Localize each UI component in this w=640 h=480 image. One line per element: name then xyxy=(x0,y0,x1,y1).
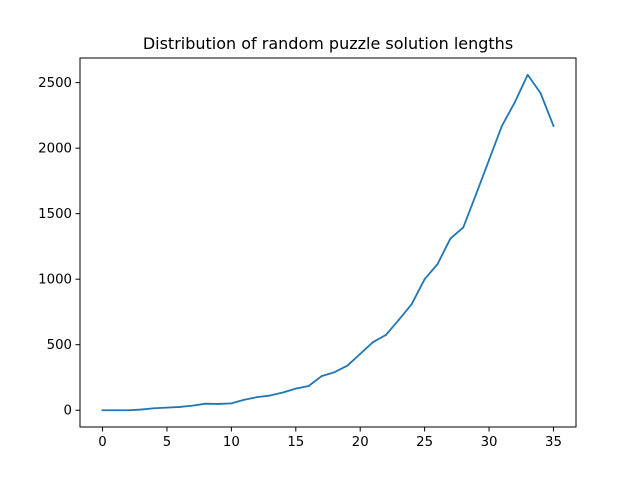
x-tick-label: 15 xyxy=(287,435,304,450)
data-point xyxy=(423,278,426,281)
data-point xyxy=(526,73,529,76)
x-tick-label: 0 xyxy=(98,435,106,450)
data-point xyxy=(552,124,555,127)
axes-frame xyxy=(79,57,577,428)
x-axis: 0 5 10 15 20 25 30 35 xyxy=(98,427,562,450)
y-tick-label: 1500 xyxy=(38,207,72,222)
x-tick-label: 35 xyxy=(545,435,562,450)
x-tick-label: 10 xyxy=(223,435,240,450)
data-point xyxy=(346,364,349,367)
data-point xyxy=(385,333,387,336)
data-point xyxy=(294,387,297,390)
data-point xyxy=(282,391,284,394)
data-point xyxy=(230,402,233,405)
data-point xyxy=(333,371,336,374)
x-tick-label: 25 xyxy=(416,435,433,450)
data-point xyxy=(153,407,155,410)
data-point xyxy=(372,341,374,343)
data-point xyxy=(191,404,194,407)
data-point xyxy=(204,402,207,405)
data-point xyxy=(127,409,130,412)
data-point xyxy=(449,237,452,240)
data-point xyxy=(513,101,516,104)
chart-title: Distribution of random puzzle solution l… xyxy=(143,34,513,53)
data-point xyxy=(307,385,310,387)
data-point xyxy=(178,406,181,408)
data-point xyxy=(114,409,117,412)
y-tick-label: 2000 xyxy=(38,142,72,157)
data-point xyxy=(359,352,362,355)
data-point xyxy=(539,92,542,95)
data-point xyxy=(166,406,168,409)
series-line xyxy=(101,73,555,412)
data-point xyxy=(462,226,465,229)
data-point xyxy=(256,396,259,399)
data-point xyxy=(217,403,220,405)
data-point xyxy=(140,408,143,411)
y-tick-label: 500 xyxy=(47,338,72,353)
data-point xyxy=(488,159,490,161)
plot-area xyxy=(101,73,555,412)
data-point xyxy=(501,124,503,127)
data-point xyxy=(397,318,400,321)
y-tick-label: 2500 xyxy=(38,76,72,91)
x-tick-label: 30 xyxy=(481,435,498,450)
data-point xyxy=(410,303,413,305)
data-point xyxy=(101,409,104,412)
data-point xyxy=(243,398,246,401)
y-axis: 0 500 1000 1500 2000 2500 xyxy=(38,76,80,419)
x-tick-label: 5 xyxy=(163,435,171,450)
data-point xyxy=(436,263,439,266)
data-point xyxy=(269,394,271,397)
data-point xyxy=(320,375,323,378)
y-tick-label: 0 xyxy=(64,404,72,419)
y-tick-label: 1000 xyxy=(38,273,72,288)
x-tick-label: 20 xyxy=(352,435,369,450)
data-point xyxy=(475,193,478,195)
